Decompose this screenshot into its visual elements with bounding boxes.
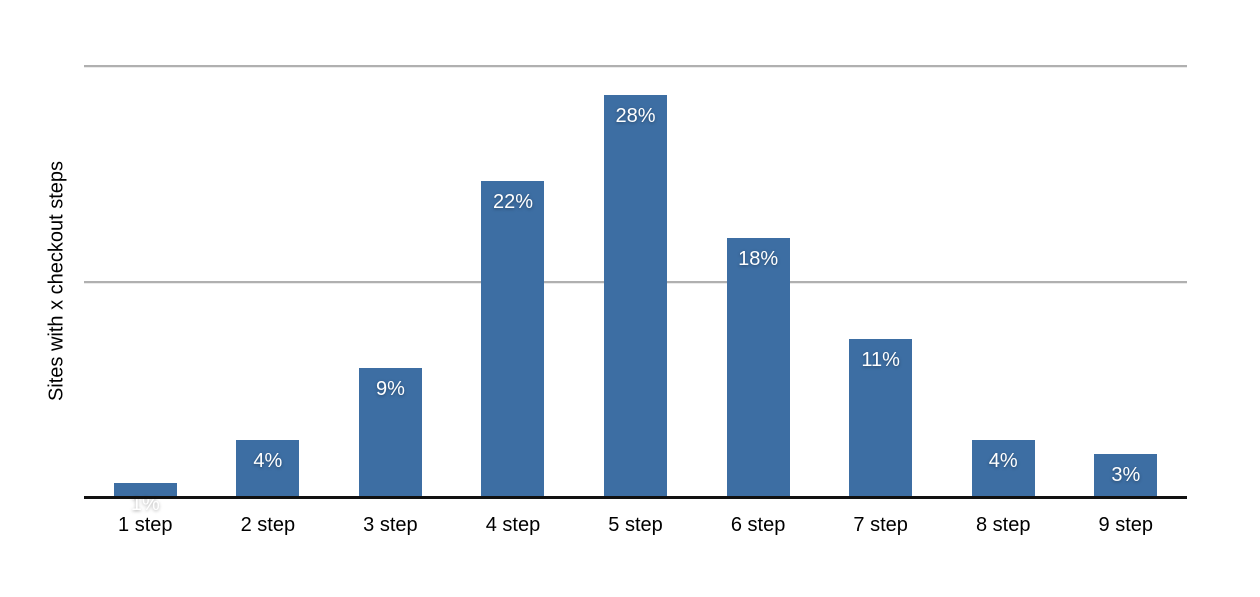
plot-area: 1% 4% 9% 22% 28% 18% 11% 4% 3%: [84, 65, 1188, 515]
bar-9-step: 3%: [1094, 453, 1158, 497]
gridline-30pct: [84, 65, 1187, 67]
bar-slot: 3%: [1065, 66, 1188, 497]
bar-slot: 11%: [819, 66, 942, 497]
x-tick-label: 7 step: [853, 514, 908, 536]
bar-value-label: 4%: [253, 449, 283, 472]
x-tick-label: 9 step: [1098, 514, 1154, 536]
y-axis-title: Sites with x checkout steps: [45, 160, 68, 402]
x-axis-line: [84, 496, 1187, 499]
bar-value-label: 28%: [615, 104, 656, 127]
x-tick-label: 4 step: [485, 514, 541, 536]
x-tick-label: 6 step: [730, 514, 786, 536]
bar-slot: 4%: [942, 66, 1065, 497]
x-tick-label: 5 step: [608, 514, 663, 536]
bar-1-step: 1%: [113, 482, 177, 515]
bar-slot: 28%: [574, 66, 697, 497]
x-axis-labels: 1 step 2 step 3 step 4 step 5 step 6 step 7 st…: [84, 514, 1187, 537]
bar-value-label: 22%: [492, 190, 533, 213]
x-tick-label: 8 step: [975, 514, 1031, 536]
bar-3-step: 9%: [358, 367, 422, 497]
bar-value-label: 11%: [861, 348, 900, 371]
bar-value-label: 3%: [1111, 463, 1141, 486]
bar-5-step: 28%: [604, 94, 668, 497]
bar-value-label: 4%: [988, 449, 1018, 472]
bar-slot: 4%: [207, 66, 330, 497]
x-tick-label: 1 step: [118, 514, 173, 536]
bar-value-label: 9%: [375, 377, 405, 400]
bar-2-step: 4%: [236, 439, 300, 497]
bar-value-label: 18%: [738, 248, 779, 271]
bar-slot: 18%: [697, 66, 820, 497]
bar-4-step: 22%: [481, 180, 545, 497]
bar-slot: 22%: [452, 66, 575, 497]
x-tick-label: 2 step: [240, 514, 296, 536]
bar-8-step: 4%: [971, 439, 1035, 497]
bar-slot: 1%: [84, 66, 207, 515]
bars-container: 1% 4% 9% 22% 28% 18% 11% 4% 3%: [84, 66, 1188, 515]
x-tick-label: 3 step: [363, 514, 418, 536]
bar-7-step: 11%: [849, 338, 913, 497]
bar-6-step: 18%: [726, 238, 790, 497]
bar-slot: 9%: [329, 66, 452, 497]
